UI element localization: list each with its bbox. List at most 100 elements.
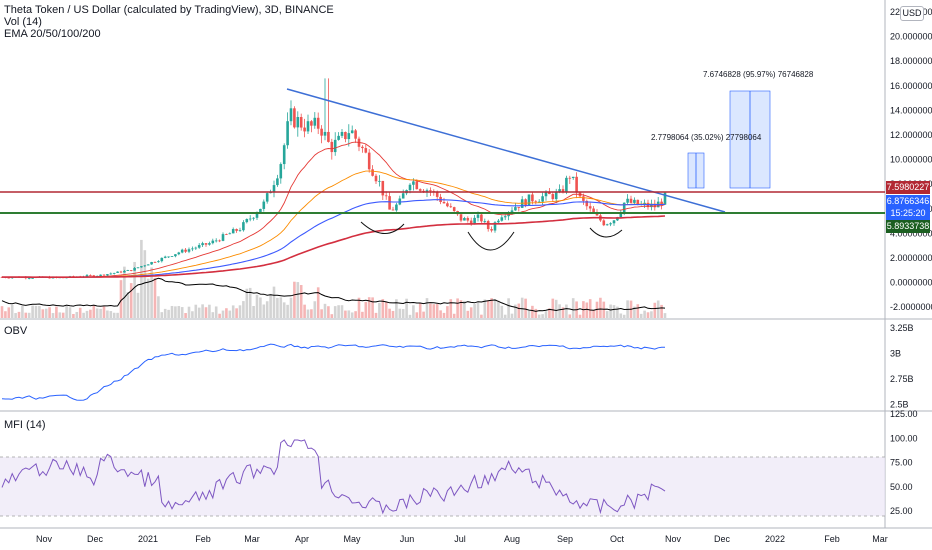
candle-body — [486, 221, 490, 230]
symbol-title[interactable]: Theta Token / US Dollar (calculated by T… — [4, 4, 334, 16]
obv-line[interactable] — [1, 343, 665, 401]
candle-body — [660, 201, 663, 205]
volume-legend[interactable]: Vol (14) — [4, 16, 42, 28]
volume-bar — [531, 305, 534, 318]
volume-bar — [609, 304, 612, 318]
obv-title[interactable]: OBV — [4, 325, 28, 337]
volume-bar — [191, 311, 194, 318]
volume-bar — [197, 307, 201, 318]
mfi-title[interactable]: MFI (14) — [4, 419, 46, 431]
volume-bar — [463, 300, 466, 318]
candle-body — [551, 194, 555, 200]
volume-bar — [299, 285, 303, 318]
volume-bar — [269, 293, 272, 318]
candle-body — [89, 275, 92, 276]
volume-bar — [180, 307, 184, 318]
candle-body — [262, 201, 266, 209]
volume-bar — [14, 313, 17, 318]
candle-body — [466, 218, 470, 221]
volume-bar — [361, 311, 364, 318]
volume-bar — [313, 301, 317, 318]
volume-bar — [354, 311, 357, 318]
volume-bar — [452, 313, 456, 318]
countdown-tag: 15:25:20 — [886, 207, 930, 220]
currency-badge[interactable]: USD — [900, 6, 924, 21]
candle-body — [265, 193, 269, 202]
candle-body — [242, 222, 245, 231]
candle-body — [160, 257, 164, 262]
volume-bar — [388, 308, 391, 318]
candle-body — [303, 127, 306, 132]
candle-body — [276, 178, 279, 186]
candle-body — [245, 219, 249, 223]
volume-bar — [109, 311, 113, 318]
candle-body — [527, 194, 531, 206]
candle-body — [344, 131, 347, 140]
head-curve[interactable] — [467, 231, 515, 251]
candle-body — [493, 222, 497, 231]
time-axis-label: Feb — [195, 534, 211, 544]
candle-body — [140, 266, 143, 268]
candle-body — [252, 217, 255, 219]
candle-body — [31, 277, 34, 279]
volume-bar — [61, 312, 65, 318]
candle-body — [619, 212, 623, 218]
volume-bar — [123, 266, 126, 318]
volume-bar — [592, 310, 595, 318]
candle-body — [310, 121, 313, 126]
candle-body — [415, 181, 419, 190]
volume-bar — [558, 304, 561, 318]
shoulder-curve-left[interactable] — [360, 221, 405, 234]
candle-body — [497, 220, 500, 223]
time-axis-label: 2021 — [138, 534, 158, 544]
volume-bar — [4, 311, 7, 318]
volume-bar — [157, 296, 160, 318]
volume-bar — [293, 281, 296, 318]
mfi-axis-label: 50.00 — [890, 482, 913, 492]
ema-200-line[interactable] — [2, 215, 666, 278]
candle-body — [442, 201, 446, 204]
candle-body — [503, 216, 507, 218]
support-price-tag: 5.8933738 — [886, 220, 930, 233]
price-axis-label: 16.0000000 — [890, 81, 932, 91]
volume-bar — [242, 301, 245, 318]
candle-body — [163, 256, 167, 258]
mfi-axis-label: 75.00 — [890, 458, 913, 468]
obv-axis-label: 2.5B — [890, 400, 909, 410]
volume-bar — [231, 305, 235, 318]
candle-body — [92, 275, 96, 277]
candle-body — [418, 189, 422, 191]
volume-bar — [412, 305, 415, 318]
candle-body — [218, 240, 221, 242]
candle-body — [371, 169, 374, 176]
price-axis-label: -2.0000000 — [890, 302, 932, 312]
shoulder-curve-right[interactable] — [589, 227, 623, 238]
candle-body — [592, 208, 595, 214]
volume-bar — [68, 307, 72, 318]
volume-bar — [459, 300, 463, 318]
volume-bar — [160, 312, 164, 318]
short-target-label: 2.7798064 (35.02%) 27798064 — [651, 133, 762, 142]
volume-bar — [599, 297, 602, 318]
volume-bar — [435, 304, 439, 318]
volume-bar — [384, 301, 388, 318]
candle-body — [340, 131, 344, 136]
volume-bar — [126, 292, 130, 318]
candle-body — [27, 278, 31, 279]
volume-bar — [286, 304, 289, 318]
candle-body — [534, 201, 538, 203]
candle-body — [622, 202, 626, 213]
candle-body — [391, 209, 395, 211]
candle-body — [412, 181, 415, 185]
candle-body — [187, 249, 191, 252]
volume-bar — [456, 298, 459, 318]
volume-bar — [524, 298, 527, 318]
candle-body — [286, 121, 289, 146]
volume-bar — [310, 309, 313, 318]
time-axis-label: Jun — [400, 534, 415, 544]
volume-bar — [340, 305, 344, 318]
ema-20-line[interactable] — [2, 141, 666, 278]
mfi-line[interactable] — [1, 439, 666, 515]
ema-legend[interactable]: EMA 20/50/100/200 — [4, 28, 101, 40]
